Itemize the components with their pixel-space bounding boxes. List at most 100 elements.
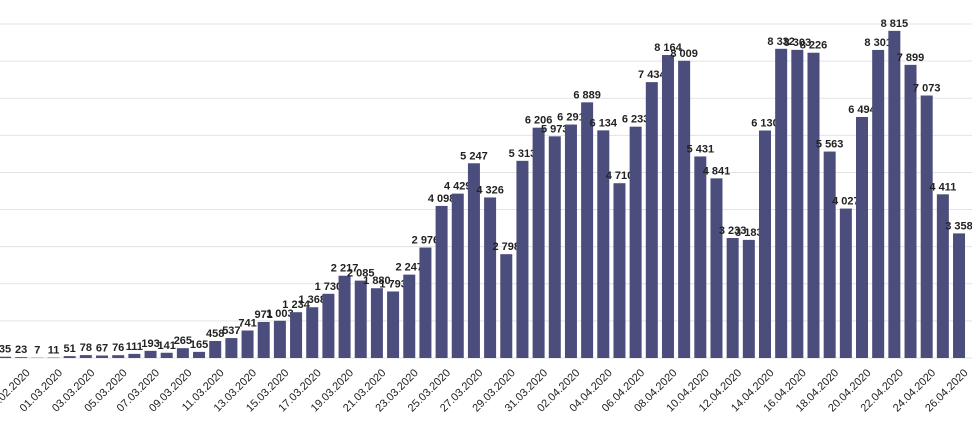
value-label: 78 bbox=[80, 342, 92, 354]
value-label: 6 494 bbox=[848, 104, 876, 116]
value-label: 4 326 bbox=[476, 184, 504, 196]
value-label: 2 085 bbox=[347, 268, 375, 280]
bar bbox=[273, 320, 286, 358]
bar bbox=[872, 49, 885, 358]
bar bbox=[839, 208, 852, 358]
bar bbox=[678, 60, 691, 359]
bar bbox=[241, 330, 254, 358]
value-label: 5 973 bbox=[541, 123, 569, 135]
value-label: 6 130 bbox=[751, 118, 779, 130]
value-label: 4 098 bbox=[428, 193, 456, 205]
value-label: 1 003 bbox=[266, 308, 294, 320]
bar bbox=[613, 183, 626, 358]
value-label: 11 bbox=[48, 345, 60, 357]
value-label: 6 233 bbox=[622, 114, 650, 126]
value-label: 4 027 bbox=[832, 196, 860, 208]
bar bbox=[467, 163, 480, 358]
bar bbox=[823, 151, 836, 358]
value-label: 8 226 bbox=[800, 40, 828, 52]
bar bbox=[306, 307, 319, 358]
value-label: 4 841 bbox=[703, 165, 731, 177]
value-label: 2 247 bbox=[395, 262, 423, 274]
bar bbox=[96, 355, 109, 358]
bar bbox=[516, 160, 529, 358]
value-label: 5 431 bbox=[687, 143, 715, 155]
value-label: 7 bbox=[34, 345, 40, 357]
bar bbox=[791, 49, 804, 358]
value-label: 5 563 bbox=[816, 139, 844, 151]
bar bbox=[290, 312, 303, 358]
value-label: 1 368 bbox=[298, 294, 326, 306]
bar bbox=[370, 288, 383, 358]
bar bbox=[807, 52, 820, 358]
value-label: 51 bbox=[64, 343, 76, 355]
bar bbox=[888, 30, 901, 359]
value-label: 6 889 bbox=[573, 89, 601, 101]
bar bbox=[128, 353, 141, 358]
bar bbox=[645, 82, 658, 358]
bar bbox=[953, 233, 966, 358]
value-label: 2 217 bbox=[331, 263, 359, 275]
bar bbox=[435, 205, 448, 358]
value-label: 7 073 bbox=[913, 83, 941, 95]
value-label: 165 bbox=[190, 339, 208, 351]
value-label: 5 247 bbox=[460, 150, 488, 162]
bar bbox=[451, 193, 464, 358]
bar bbox=[532, 127, 545, 358]
value-label: 458 bbox=[206, 328, 224, 340]
bar bbox=[63, 356, 76, 358]
value-label: 537 bbox=[222, 325, 240, 337]
value-label: 6 206 bbox=[525, 115, 553, 127]
bar bbox=[775, 48, 788, 358]
value-label: 2 976 bbox=[412, 235, 440, 247]
bar bbox=[193, 351, 206, 358]
value-label: 8 332 bbox=[767, 36, 795, 48]
value-label: 1 793 bbox=[379, 278, 407, 290]
value-label: 971 bbox=[255, 309, 273, 321]
bar bbox=[936, 194, 949, 358]
bar bbox=[0, 356, 11, 358]
bar bbox=[484, 197, 497, 358]
value-label: 8 303 bbox=[784, 37, 812, 49]
bar bbox=[920, 95, 933, 358]
value-label: 111 bbox=[126, 341, 143, 353]
value-label: 7 899 bbox=[897, 52, 925, 64]
bar bbox=[79, 355, 92, 358]
value-label: 2 798 bbox=[493, 241, 521, 253]
value-label: 67 bbox=[96, 343, 108, 355]
value-label: 35 bbox=[0, 344, 11, 356]
bar bbox=[257, 321, 270, 358]
value-label: 265 bbox=[174, 335, 192, 347]
bar bbox=[597, 130, 610, 358]
bar bbox=[176, 348, 189, 358]
bar bbox=[387, 291, 400, 358]
value-label: 7 434 bbox=[638, 69, 666, 81]
value-label: 8 009 bbox=[670, 48, 698, 60]
bar bbox=[904, 64, 917, 358]
value-label: 23 bbox=[15, 344, 27, 356]
value-label: 141 bbox=[158, 340, 176, 352]
bar bbox=[726, 238, 739, 358]
bar bbox=[564, 124, 577, 358]
bar bbox=[160, 352, 173, 358]
value-label: 4 429 bbox=[444, 181, 472, 193]
bar bbox=[354, 280, 367, 358]
bar bbox=[742, 239, 755, 358]
value-label: 3 358 bbox=[945, 220, 972, 232]
bar bbox=[500, 254, 513, 358]
bar bbox=[758, 130, 771, 358]
value-label: 1 234 bbox=[282, 299, 310, 311]
bar bbox=[629, 126, 642, 358]
bar bbox=[338, 275, 351, 358]
bar bbox=[581, 102, 594, 358]
value-label: 8 164 bbox=[654, 42, 682, 54]
value-label: 1 880 bbox=[363, 275, 391, 287]
bar bbox=[112, 355, 125, 358]
bar bbox=[15, 357, 28, 358]
value-label: 4 710 bbox=[606, 170, 634, 182]
value-label: 1 730 bbox=[315, 281, 343, 293]
value-label: 3 183 bbox=[735, 227, 763, 239]
bar bbox=[548, 136, 561, 358]
bar bbox=[209, 341, 222, 358]
